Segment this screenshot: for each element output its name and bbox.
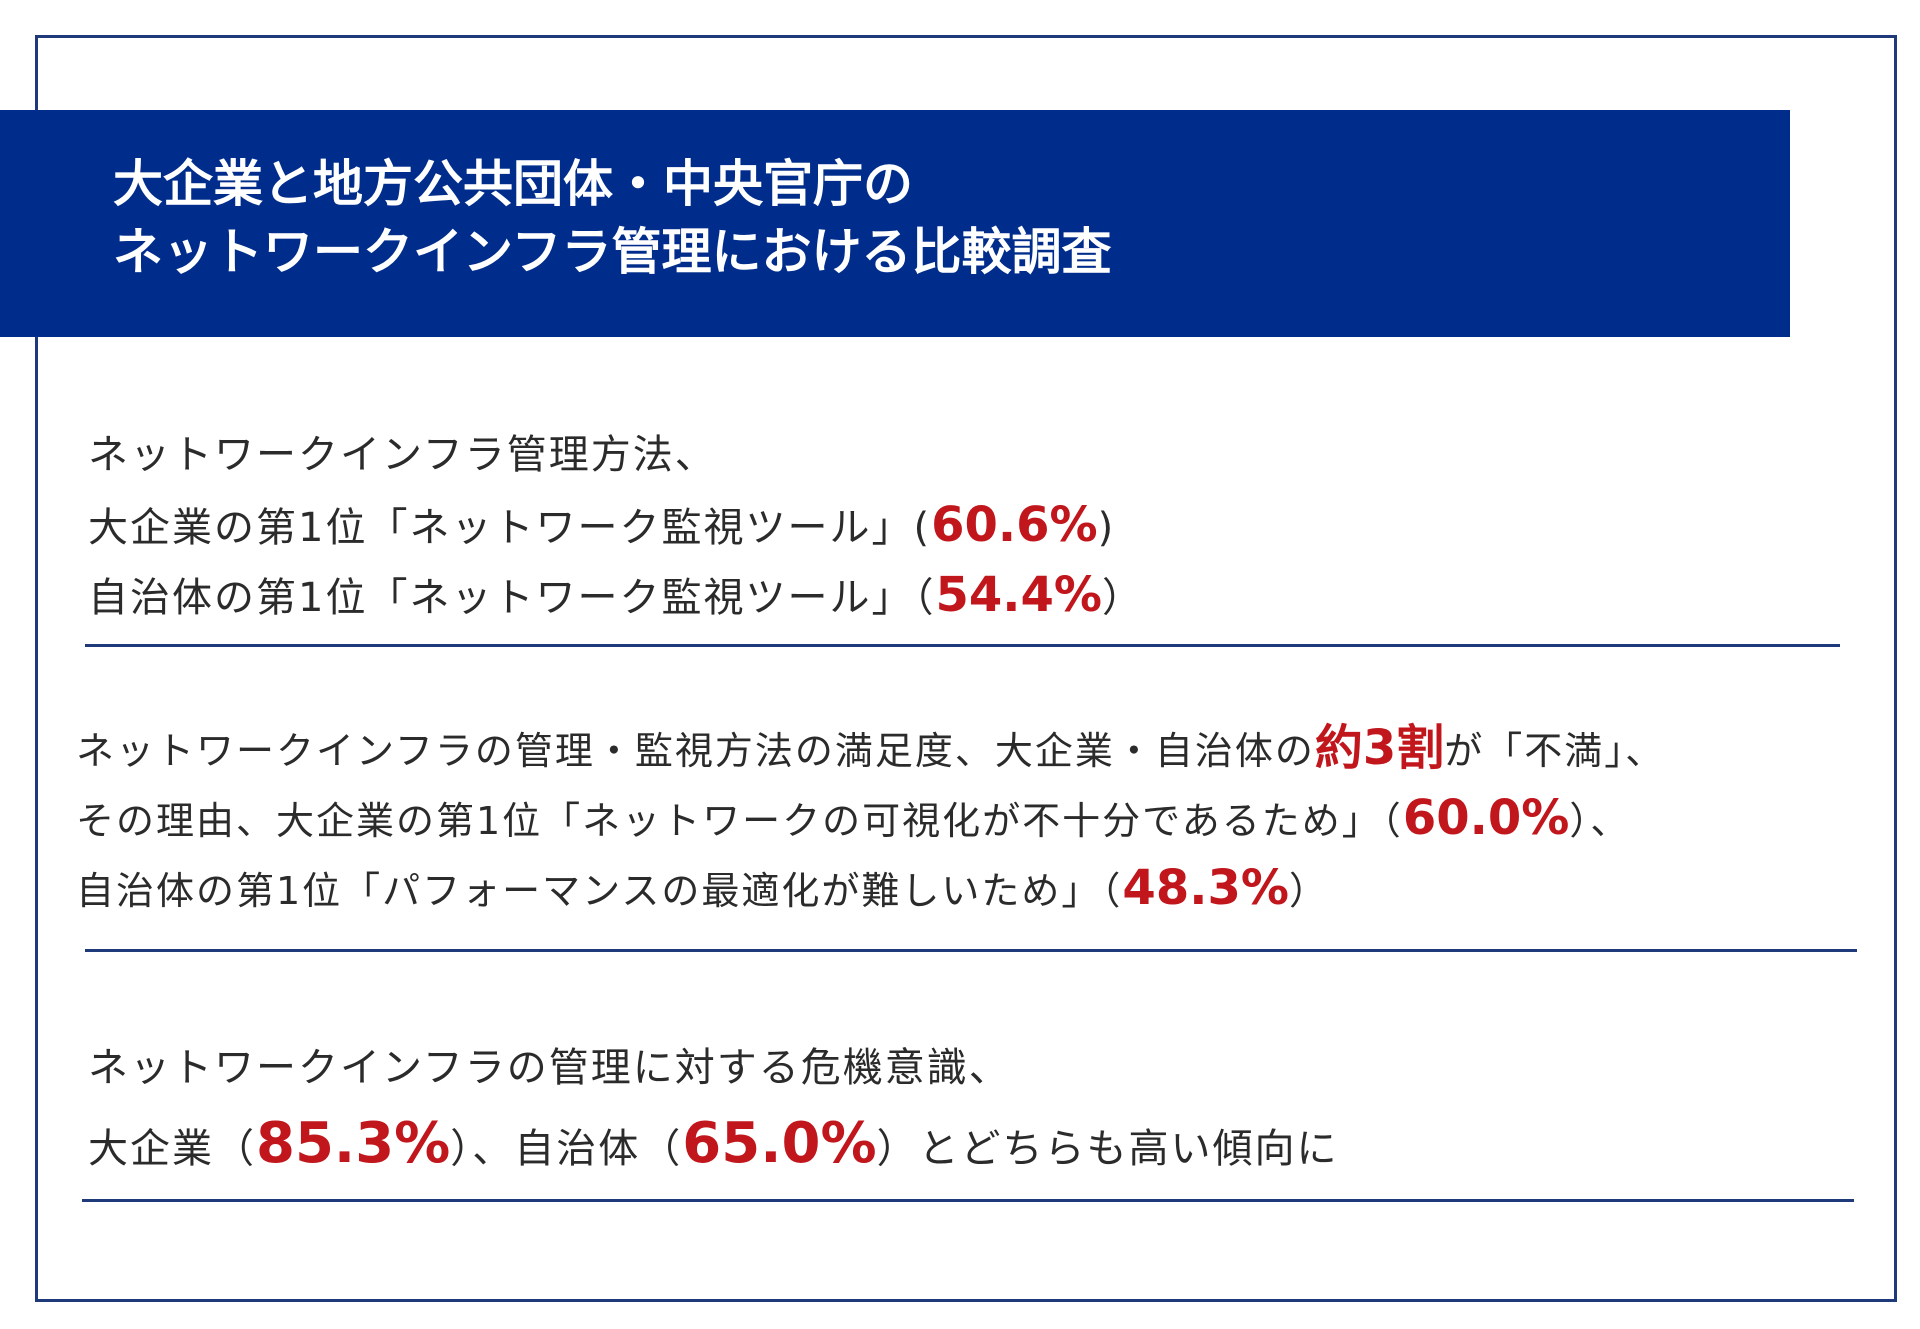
page-title: 大企業と地方公共団体・中央官庁の ネットワークインフラ管理における比較調査 <box>113 150 1112 286</box>
section-divider <box>85 644 1840 647</box>
title-banner <box>0 110 1790 337</box>
finding-2-line-2: その理由、大企業の第1位「ネットワークの可視化が不十分であるため」（60.0%）… <box>76 783 1665 853</box>
enterprise-tool-percent: 60.6% <box>931 497 1098 553</box>
finding-1-line-2-close: ) <box>1097 505 1116 551</box>
enterprise-awareness-percent: 85.3% <box>256 1111 451 1176</box>
finding-2-line-2-close: ）、 <box>1569 799 1631 843</box>
finding-management-method: ネットワークインフラ管理方法、 大企業の第1位「ネットワーク監視ツール」(60.… <box>88 420 1144 630</box>
outer-frame <box>35 35 1897 1302</box>
finding-2-line-1-text: ネットワークインフラの管理・監視方法の満足度、大企業・自治体の <box>76 729 1315 773</box>
finding-2-line-1-tail: が「不満」、 <box>1444 729 1666 773</box>
finding-risk-awareness: ネットワークインフラの管理に対する危機意識、 大企業（85.3%）、自治体（65… <box>88 1030 1339 1182</box>
finding-1-line-3-text: 自治体の第1位「ネットワーク監視ツール」（ <box>88 575 936 621</box>
finding-2-line-2-text: その理由、大企業の第1位「ネットワークの可視化が不十分であるため」（ <box>76 799 1403 843</box>
finding-3-line-2-text: 大企業（ <box>88 1126 256 1172</box>
dissatisfied-share: 約3割 <box>1314 720 1445 776</box>
enterprise-reason-percent: 60.0% <box>1402 790 1570 846</box>
municipality-reason-percent: 48.3% <box>1122 860 1289 916</box>
section-divider <box>82 1199 1854 1202</box>
finding-2-line-3-close: ） <box>1288 869 1329 913</box>
finding-2-line-1: ネットワークインフラの管理・監視方法の満足度、大企業・自治体の約3割が「不満」、 <box>76 713 1665 783</box>
municipality-awareness-percent: 65.0% <box>682 1111 877 1176</box>
title-line-2: ネットワークインフラ管理における比較調査 <box>113 223 1112 281</box>
finding-3-line-2: 大企業（85.3%）、自治体（65.0%）とどちらも高い傾向に <box>88 1106 1339 1182</box>
title-line-1: 大企業と地方公共団体・中央官庁の <box>113 155 913 213</box>
finding-1-line-1: ネットワークインフラ管理方法、 <box>88 432 717 478</box>
municipality-tool-percent: 54.4% <box>935 567 1102 623</box>
finding-3-line-1: ネットワークインフラの管理に対する危機意識、 <box>88 1045 1011 1091</box>
finding-satisfaction: ネットワークインフラの管理・監視方法の満足度、大企業・自治体の約3割が「不満」、… <box>76 713 1665 923</box>
finding-1-line-2-text: 大企業の第1位「ネットワーク監視ツール」( <box>88 505 932 551</box>
finding-1-line-2: 大企業の第1位「ネットワーク監視ツール」(60.6%) <box>88 490 1144 560</box>
section-divider <box>85 949 1857 952</box>
finding-3-line-2-mid: ）、自治体（ <box>450 1126 683 1172</box>
finding-1-line-3: 自治体の第1位「ネットワーク監視ツール」（54.4%） <box>88 560 1144 630</box>
finding-1-line-3-close: ） <box>1101 575 1144 621</box>
finding-2-line-3: 自治体の第1位「パフォーマンスの最適化が難しいため」（48.3%） <box>76 853 1665 923</box>
finding-2-line-3-text: 自治体の第1位「パフォーマンスの最適化が難しいため」（ <box>76 869 1123 913</box>
finding-3-line-2-tail: ）とどちらも高い傾向に <box>876 1126 1339 1172</box>
